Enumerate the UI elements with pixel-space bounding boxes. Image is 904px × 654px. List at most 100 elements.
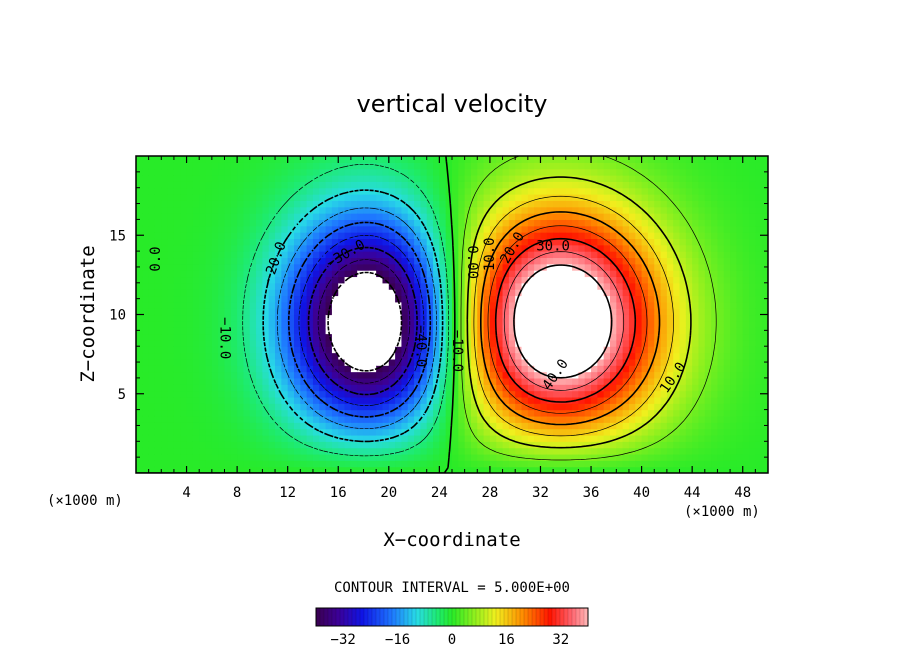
field-cell (395, 206, 403, 214)
field-cell (350, 276, 358, 284)
field-cell (439, 175, 447, 182)
field-cell (363, 403, 371, 411)
field-cell (477, 289, 485, 297)
field-cell (243, 206, 251, 214)
field-cell (546, 156, 554, 163)
field-cell (452, 422, 459, 430)
field-cell (458, 453, 466, 461)
field-cell (243, 289, 251, 297)
field-cell (211, 415, 219, 423)
field-cell (521, 365, 529, 373)
field-cell (268, 295, 276, 303)
field-cell (414, 396, 421, 404)
field-cell (395, 428, 403, 436)
field-cell (205, 352, 213, 360)
field-cell (749, 365, 756, 373)
field-cell (433, 270, 440, 278)
field-cell (635, 390, 643, 398)
field-cell (312, 289, 320, 297)
field-cell (136, 428, 143, 436)
field-cell (673, 403, 681, 411)
field-cell (641, 314, 649, 322)
field-cell (452, 187, 459, 195)
field-cell (376, 466, 384, 473)
field-cell (281, 257, 289, 265)
field-cell (464, 403, 472, 411)
field-cell (666, 168, 674, 176)
field-cell (502, 206, 510, 214)
field-cell (515, 168, 523, 176)
field-cell (515, 441, 523, 449)
field-cell (306, 213, 314, 220)
field-cell (477, 453, 485, 461)
field-cell (230, 295, 238, 303)
field-cell (565, 365, 573, 373)
field-cell (736, 333, 744, 341)
field-cell (591, 263, 598, 271)
field-cell (711, 453, 719, 461)
field-cell (395, 384, 403, 392)
field-cell (167, 327, 175, 335)
field-cell (186, 162, 194, 170)
field-cell (578, 447, 586, 455)
field-cell (452, 257, 459, 265)
field-cell (452, 206, 459, 214)
field-cell (268, 466, 276, 473)
field-cell (483, 453, 491, 461)
field-cell (199, 181, 207, 189)
field-cell (749, 270, 756, 278)
field-cell (180, 295, 188, 303)
field-cell (338, 447, 346, 455)
field-cell (717, 403, 725, 411)
field-cell (483, 162, 491, 170)
field-cell (414, 263, 421, 271)
field-cell (180, 187, 188, 195)
field-cell (704, 314, 712, 322)
field-cell (262, 213, 270, 220)
field-cell (325, 460, 333, 468)
field-cell (287, 409, 295, 417)
field-cell (704, 181, 712, 189)
field-cell (578, 219, 586, 227)
field-cell (262, 358, 270, 366)
field-cell (395, 415, 403, 423)
field-cell (224, 320, 232, 328)
field-cell (502, 289, 510, 297)
field-cell (357, 371, 365, 379)
field-cell (439, 289, 447, 297)
field-cell (357, 314, 365, 322)
field-cell (692, 301, 700, 309)
field-cell (616, 314, 624, 322)
field-cell (192, 156, 200, 163)
field-cell (325, 225, 333, 233)
field-cell (426, 453, 434, 461)
field-cell (256, 156, 263, 163)
field-cell (540, 403, 548, 411)
field-cell (647, 466, 655, 473)
field-cell (154, 251, 162, 259)
field-cell (736, 238, 744, 246)
field-cell (243, 232, 251, 240)
field-cell (515, 244, 523, 252)
field-cell (426, 352, 434, 360)
field-cell (470, 358, 478, 366)
field-cell (635, 244, 643, 252)
field-cell (237, 175, 245, 182)
field-cell (433, 327, 440, 335)
field-cell (730, 403, 737, 411)
field-cell (306, 409, 314, 417)
field-cell (527, 276, 535, 284)
field-cell (458, 333, 466, 341)
field-cell (357, 415, 365, 423)
field-cell (553, 244, 561, 252)
field-cell (287, 358, 295, 366)
field-cell (515, 225, 523, 233)
field-cell (515, 384, 523, 392)
field-cell (281, 168, 289, 176)
field-cell (192, 301, 200, 309)
field-cell (237, 187, 245, 195)
field-cell (357, 453, 365, 461)
field-cell (736, 263, 744, 271)
field-cell (736, 384, 744, 392)
field-cell (262, 422, 270, 430)
